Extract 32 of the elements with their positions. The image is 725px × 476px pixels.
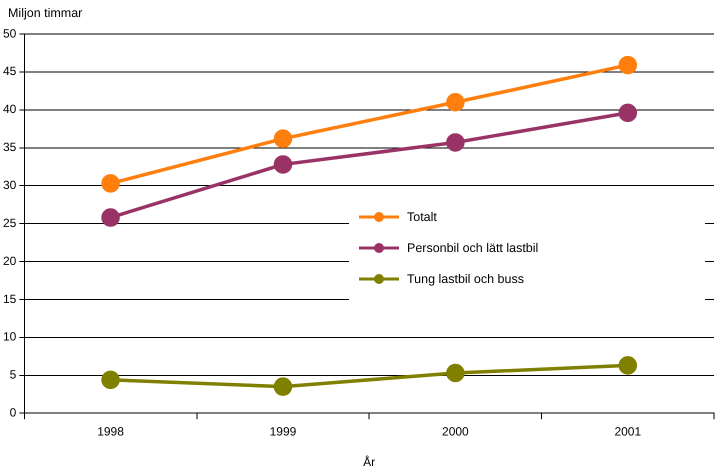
y-tick-label: 45 [2, 64, 17, 78]
point [101, 370, 120, 390]
point [618, 56, 638, 74]
legend-label: Tung lastbil och buss [407, 272, 524, 286]
point [446, 364, 465, 382]
x-tick-label: 1998 [97, 424, 124, 439]
legend-label: Totalt [407, 210, 437, 224]
y-tick-label: 30 [2, 178, 17, 192]
point [274, 155, 292, 174]
y-tick-label: 20 [2, 254, 17, 268]
point [446, 93, 465, 112]
y-tick-label: 0 [10, 406, 17, 420]
y-tick-label: 5 [10, 368, 17, 382]
y-tick-label: 25 [2, 216, 17, 230]
x-tick-label: 2001 [614, 424, 642, 439]
y-tick-label: 50 [2, 26, 17, 40]
point [274, 129, 292, 148]
legend-label: Personbil och lätt lastbil [407, 240, 538, 254]
point [618, 356, 638, 375]
point [101, 208, 120, 227]
point [618, 104, 638, 122]
x-axis-title: År [363, 455, 376, 470]
x-tick-label: 2000 [442, 424, 470, 439]
point [274, 377, 292, 396]
y-tick-label: 15 [2, 292, 17, 306]
y-axis-title: Miljon timmar [8, 6, 82, 20]
x-tick-label: 1999 [270, 424, 297, 439]
y-tick-label: 40 [2, 102, 17, 116]
point [101, 174, 120, 193]
point [446, 133, 465, 152]
y-tick-label: 10 [2, 330, 17, 344]
y-tick-label: 35 [2, 140, 17, 154]
